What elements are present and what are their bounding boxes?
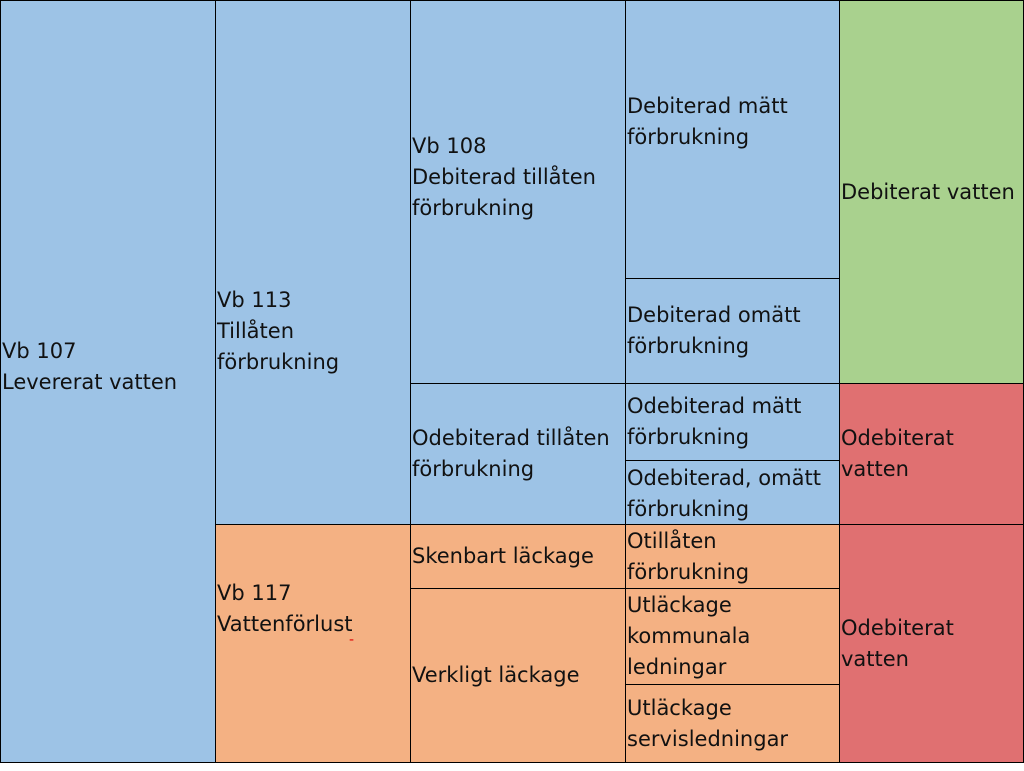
levererat-vatten-cell: Vb 107 Levererat vatten bbox=[0, 0, 216, 763]
vattenforlust-label: Vb 117 Vattenförlust bbox=[217, 580, 353, 636]
utlackage-kommunala-cell: Utläckage kommunala ledningar bbox=[625, 588, 840, 685]
verkligt-lackage-label: Verkligt läckage bbox=[412, 663, 580, 687]
utlackage-kommunala-label: Utläckage kommunala ledningar bbox=[627, 593, 751, 679]
debiterad-matt-cell: Debiterad mätt förbrukning bbox=[625, 0, 840, 279]
otillaten-forbrukning-cell: Otillåten förbrukning bbox=[625, 524, 840, 589]
utlackage-servis-label: Utläckage servisledningar bbox=[627, 695, 789, 751]
odebiterat-vatten-cell-1: Odebiterat vatten bbox=[839, 383, 1024, 525]
debiterat-vatten-cell: Debiterat vatten bbox=[839, 0, 1024, 384]
odebiterat-vatten-cell-2: Odebiterat vatten bbox=[839, 524, 1024, 763]
levererat-vatten-label: Vb 107 Levererat vatten bbox=[2, 338, 178, 394]
odebiterat-vatten-label-2: Odebiterat vatten bbox=[841, 615, 954, 671]
odebiterad-tillaten-label: Odebiterad tillåten förbrukning bbox=[412, 426, 610, 481]
red-dash-mark: - bbox=[349, 632, 355, 648]
skenbart-lackage-cell: Skenbart läckage bbox=[410, 524, 626, 589]
debiterad-omatt-label: Debiterad omätt förbrukning bbox=[627, 303, 801, 358]
odebiterat-vatten-label-1: Odebiterat vatten bbox=[841, 426, 954, 481]
vattenforlust-cell: Vb 117 Vattenförlust bbox=[215, 524, 411, 763]
tillaten-forbrukning-label: Vb 113 Tillåten förbrukning bbox=[217, 288, 340, 374]
debiterad-tillaten-label: Vb 108 Debiterad tillåten förbrukning bbox=[412, 133, 596, 220]
tillaten-forbrukning-cell: Vb 113 Tillåten förbrukning bbox=[215, 0, 411, 525]
odebiterad-tillaten-cell: Odebiterad tillåten förbrukning bbox=[410, 383, 626, 525]
skenbart-lackage-label: Skenbart läckage bbox=[412, 544, 594, 568]
odebiterad-matt-cell: Odebiterad mätt förbrukning bbox=[625, 383, 840, 461]
odebiterad-omatt-cell: Odebiterad, omätt förbrukning bbox=[625, 460, 840, 525]
verkligt-lackage-cell: Verkligt läckage bbox=[410, 588, 626, 763]
debiterat-vatten-label: Debiterat vatten bbox=[841, 179, 1015, 204]
debiterad-omatt-cell: Debiterad omätt förbrukning bbox=[625, 278, 840, 384]
otillaten-forbrukning-label: Otillåten förbrukning bbox=[627, 528, 750, 584]
odebiterad-matt-label: Odebiterad mätt förbrukning bbox=[627, 394, 802, 449]
utlackage-servis-cell: Utläckage servisledningar bbox=[625, 684, 840, 763]
debiterad-tillaten-cell: Vb 108 Debiterad tillåten förbrukning bbox=[410, 0, 626, 384]
debiterad-matt-label: Debiterad mätt förbrukning bbox=[627, 94, 788, 149]
odebiterad-omatt-label: Odebiterad, omätt förbrukning bbox=[627, 466, 821, 521]
